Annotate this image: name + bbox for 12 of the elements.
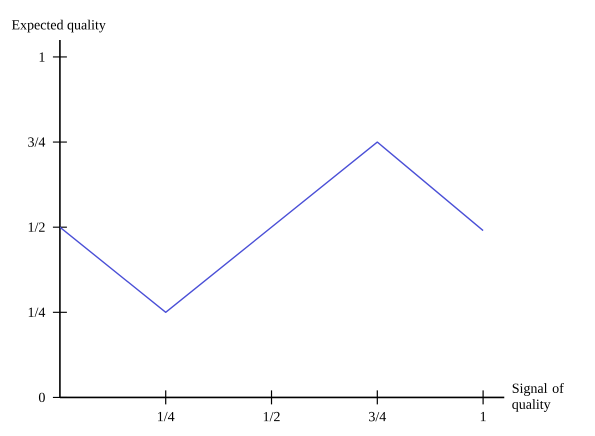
y-tick-label: 1/2	[28, 222, 45, 232]
x-tick-label: 3/4	[369, 412, 386, 422]
x-tick-label: 1	[480, 412, 486, 421]
line-series	[60, 141, 484, 313]
x-axis-title: Signal of quality	[512, 382, 564, 412]
x-tick-label: 1/4	[158, 412, 174, 422]
x-tick-label: 1/2	[264, 412, 280, 422]
y-tick-label: 3/4	[28, 137, 46, 147]
y-axis-title: Expected quality	[12, 20, 106, 32]
y-tick-label: 1/4	[28, 307, 46, 317]
y-tick-label: 0	[38, 392, 45, 402]
y-tick-label: 1	[40, 52, 45, 62]
